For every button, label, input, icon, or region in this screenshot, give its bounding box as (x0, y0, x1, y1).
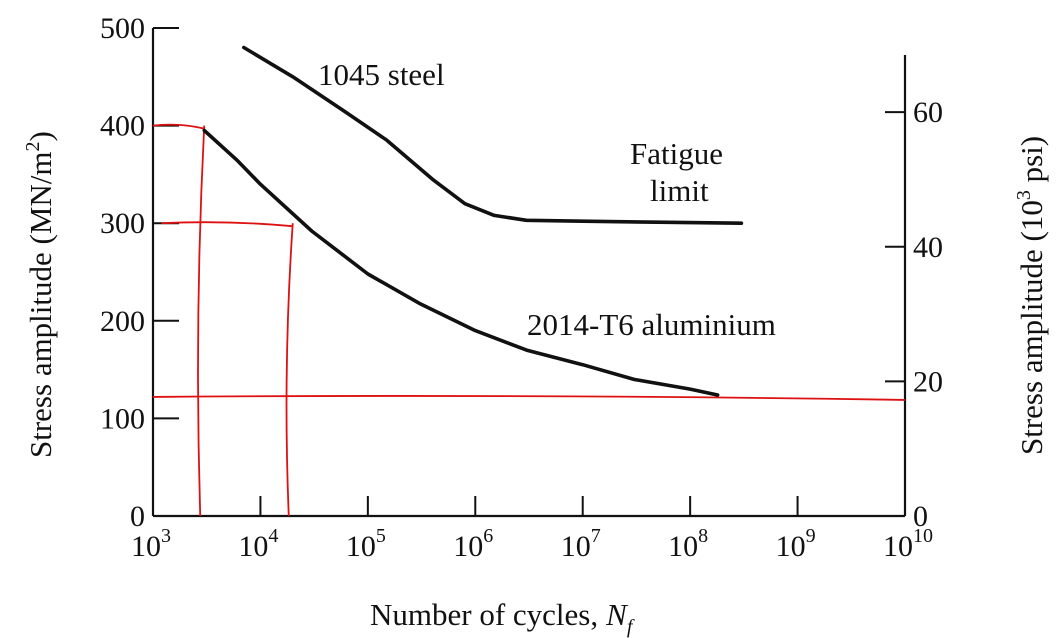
x-tick-label-base: 10 (776, 530, 806, 563)
annotation-2014-t6-aluminium: 2014-T6 aluminium (527, 307, 776, 342)
x-tick-label-exponent: 5 (376, 525, 386, 547)
x-axis-title-text: Number of cycles, (370, 597, 598, 632)
y-axis-right-title-tail: psi) (1014, 136, 1049, 190)
markup-horizontal-2 (152, 395, 906, 401)
x-tick-label-exponent: 4 (268, 525, 278, 547)
labels-group: 1045 steel Fatigue limit 2014-T6 alumini… (22, 57, 1049, 638)
x-tick-label-base: 10 (561, 530, 591, 563)
y-left-tick-label-400: 400 (100, 110, 145, 143)
x-tick-label-exponent: 9 (806, 525, 816, 547)
x-tick-label-exponent: 7 (591, 525, 601, 547)
y-left-tick-label-300: 300 (100, 207, 145, 240)
x-tick-label-exponent: 8 (698, 525, 708, 547)
y-left-tick-label-0: 0 (130, 500, 145, 533)
markup-horizontal-0 (152, 123, 205, 130)
ticks-group: 103 104 105 106 107 108 109 1010010020030040050… (100, 12, 943, 563)
y-right-tick-label-0: 0 (913, 500, 928, 533)
markup-vertical-0 (197, 125, 206, 517)
x-tick-label-base: 10 (346, 530, 376, 563)
y-left-tick-label-500: 500 (100, 12, 145, 45)
y-right-tick-label-60: 60 (913, 96, 943, 129)
x-tick-label-base: 10 (238, 530, 268, 563)
x-tick-label-base: 10 (453, 530, 483, 563)
y-axis-right-title-sup: 3 (1013, 190, 1035, 200)
x-tick-label-4: 104 (238, 525, 278, 563)
y-right-tick-label-20: 20 (913, 365, 943, 398)
x-tick-label-exponent: 10 (913, 525, 933, 547)
x-tick-label-exponent: 6 (483, 525, 493, 547)
x-tick-label-3: 103 (131, 525, 171, 563)
x-tick-label-5: 105 (346, 525, 386, 563)
markup-vertical-1 (285, 223, 294, 517)
markup-lines-group (152, 123, 906, 517)
series-line-1045-steel (242, 45, 744, 225)
y-right-tick-label-40: 40 (913, 231, 943, 264)
annotation-fatigue: Fatigue (630, 136, 723, 171)
markup-horizontal-1 (161, 221, 293, 228)
x-axis-title: Number of cycles, Nf (370, 597, 635, 638)
annotation-limit: limit (650, 173, 709, 208)
y-left-tick-label-200: 200 (100, 305, 145, 338)
y-axis-left-title-tail: ) (23, 131, 58, 141)
y-left-tick-label-100: 100 (100, 402, 145, 435)
series-line-2014-t6-aluminium (202, 128, 720, 397)
x-tick-label-exponent: 3 (161, 525, 171, 547)
x-tick-label-9: 109 (776, 525, 816, 563)
y-axis-left-title-text: Stress amplitude (MN/m (23, 151, 58, 458)
y-axis-left-title-sup: 2 (22, 141, 44, 151)
x-tick-label-base: 10 (668, 530, 698, 563)
y-axis-left-title: Stress amplitude (MN/m2) (22, 131, 58, 458)
y-axis-right-title: Stress amplitude (103 psi) (1013, 136, 1049, 455)
y-axis-right-title-text: Stress amplitude (10 (1014, 200, 1049, 455)
x-tick-label-base: 10 (131, 530, 161, 563)
x-tick-label-base: 10 (883, 530, 913, 563)
x-tick-label-10: 1010 (883, 525, 933, 563)
x-axis-title-subscript: f (627, 616, 635, 638)
annotation-1045-steel: 1045 steel (318, 57, 445, 92)
axes-group (151, 28, 907, 518)
x-tick-label-7: 107 (561, 525, 601, 563)
x-tick-label-6: 106 (453, 525, 493, 563)
x-tick-label-8: 108 (668, 525, 708, 563)
curves-group (202, 45, 744, 397)
x-axis-title-symbol: N (605, 597, 629, 632)
